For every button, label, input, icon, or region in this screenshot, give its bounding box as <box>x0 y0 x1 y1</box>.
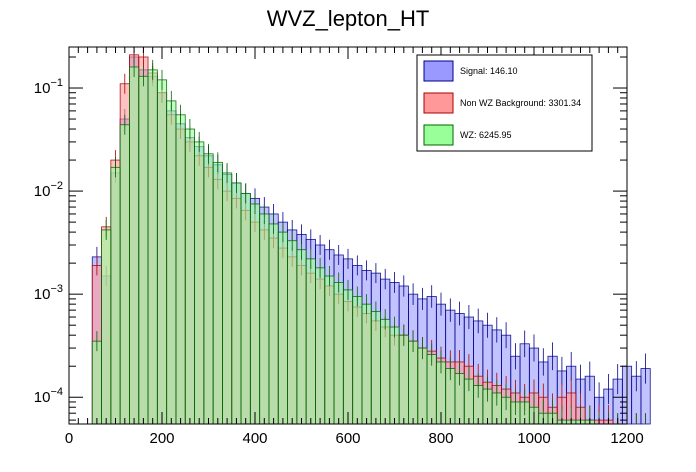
legend-swatch <box>423 92 454 114</box>
legend-label: Signal: 146.10 <box>460 66 518 76</box>
y-tick-label: 10−2 <box>34 180 63 200</box>
x-tick-label: 600 <box>335 430 360 447</box>
x-tick-label: 400 <box>242 430 267 447</box>
x-tick-label: 1000 <box>517 430 550 447</box>
x-tick-label: 200 <box>149 430 174 447</box>
x-tick-label: 0 <box>65 430 73 447</box>
y-tick-label: 10−1 <box>34 77 63 97</box>
axes-layer: 0 200 400 600 800 1000 1200 10−1 10−2 10−3 10−4 <box>34 47 644 447</box>
y-tick-label: 10−4 <box>34 386 63 406</box>
legend-swatch <box>423 60 454 82</box>
y-tick-label: 10−3 <box>34 283 63 303</box>
legend-swatch <box>423 124 454 146</box>
legend-label: WZ: 6245.95 <box>460 130 512 140</box>
legend-label: Non WZ Background: 3301.34 <box>460 98 581 108</box>
legend: Signal: 146.10 Non WZ Background: 3301.34… <box>416 54 593 152</box>
x-tick-label: 1200 <box>610 430 643 447</box>
x-tick-label: 800 <box>428 430 453 447</box>
chart-title: WVZ_lepton_HT <box>267 6 430 31</box>
series-layer <box>91 47 651 425</box>
